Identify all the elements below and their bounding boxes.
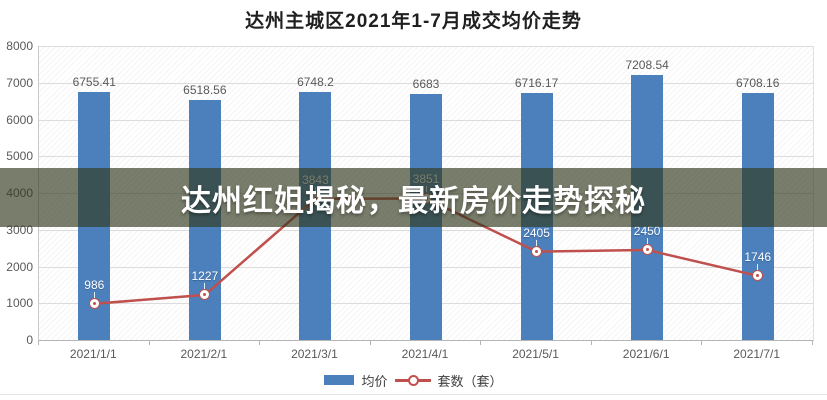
point-label-leader bbox=[646, 237, 648, 244]
bar-value-label: 7208.54 bbox=[625, 58, 669, 73]
line-marker-dot bbox=[535, 250, 539, 254]
x-tick-label: 2021/4/1 bbox=[401, 347, 449, 361]
bar-value-label: 6683 bbox=[412, 77, 440, 92]
point-label-leader bbox=[536, 239, 538, 246]
line-marker-dot bbox=[645, 248, 649, 252]
x-tick-label: 2021/7/1 bbox=[733, 347, 781, 361]
x-tick-label: 2021/1/1 bbox=[69, 347, 117, 361]
x-axis-tick bbox=[148, 341, 150, 345]
x-tick-label: 2021/3/1 bbox=[291, 347, 338, 361]
x-axis-tick bbox=[480, 341, 482, 345]
line-value-label: 2405 bbox=[523, 225, 550, 240]
legend-bar-label: 均价 bbox=[361, 373, 388, 389]
line-value-label: 1227 bbox=[191, 268, 219, 283]
y-tick-label: 0 bbox=[26, 333, 33, 347]
x-axis-tick bbox=[590, 341, 592, 345]
x-axis-tick bbox=[701, 341, 703, 345]
x-axis-tick bbox=[812, 341, 813, 345]
x-axis: 2021/1/1 2021/2/1 2021/3/1 2021/4/1 2021/5/1… bbox=[38, 341, 813, 365]
watermark-text: 达州红姐揭秘，最新房价走势探秘 bbox=[181, 184, 646, 218]
point-label-leader bbox=[204, 282, 206, 289]
line-value-label: 986 bbox=[84, 277, 105, 292]
y-tick-label: 2000 bbox=[6, 259, 33, 274]
y-tick-label: 8000 bbox=[6, 39, 33, 53]
line-marker-dot bbox=[92, 302, 96, 306]
x-axis-tick bbox=[259, 341, 261, 345]
y-tick-label: 6000 bbox=[6, 112, 33, 127]
x-axis-tick bbox=[369, 341, 371, 345]
bar-series-swatch bbox=[324, 375, 355, 385]
bar-value-label: 6748.2 bbox=[297, 75, 334, 89]
line-value-label: 1746 bbox=[744, 249, 772, 264]
line-marker-dot bbox=[756, 274, 760, 278]
line-marker-dot bbox=[203, 293, 207, 297]
bar-value-label: 6716.17 bbox=[514, 76, 559, 91]
line-marker bbox=[752, 270, 764, 282]
line-value-label: 2450 bbox=[633, 223, 661, 238]
bar-value-label: 6518.56 bbox=[183, 83, 227, 98]
line-marker-icon bbox=[407, 374, 419, 386]
bottom-divider bbox=[0, 394, 827, 395]
y-tick-label: 7000 bbox=[6, 75, 33, 90]
gridline-8000 bbox=[39, 46, 813, 47]
x-tick-label: 2021/2/1 bbox=[180, 347, 228, 361]
line-marker bbox=[641, 244, 653, 256]
bar-value-label: 6708.16 bbox=[736, 76, 780, 91]
x-tick-label: 2021/6/1 bbox=[622, 347, 670, 361]
watermark-banner: 达州红姐揭秘，最新房价走势探秘 bbox=[0, 168, 827, 227]
bar-value-label: 6755.41 bbox=[72, 74, 116, 89]
chart-title: 达州主城区2021年1-7月成交均价走势 bbox=[245, 11, 582, 32]
x-axis-tick bbox=[38, 341, 39, 345]
line-marker bbox=[88, 298, 100, 310]
line-marker bbox=[531, 246, 543, 258]
y-tick-label: 5000 bbox=[6, 149, 33, 164]
x-tick-label: 2021/5/1 bbox=[512, 347, 559, 361]
y-tick-label: 1000 bbox=[6, 296, 33, 311]
point-label-leader bbox=[757, 263, 759, 270]
gridline-7000 bbox=[39, 82, 813, 84]
line-series-swatch bbox=[394, 374, 431, 386]
line-marker bbox=[199, 289, 211, 301]
point-label-leader bbox=[93, 291, 95, 298]
legend-line-label: 套数（套） bbox=[437, 373, 503, 389]
legend: 均价 套数（套） bbox=[0, 372, 827, 389]
